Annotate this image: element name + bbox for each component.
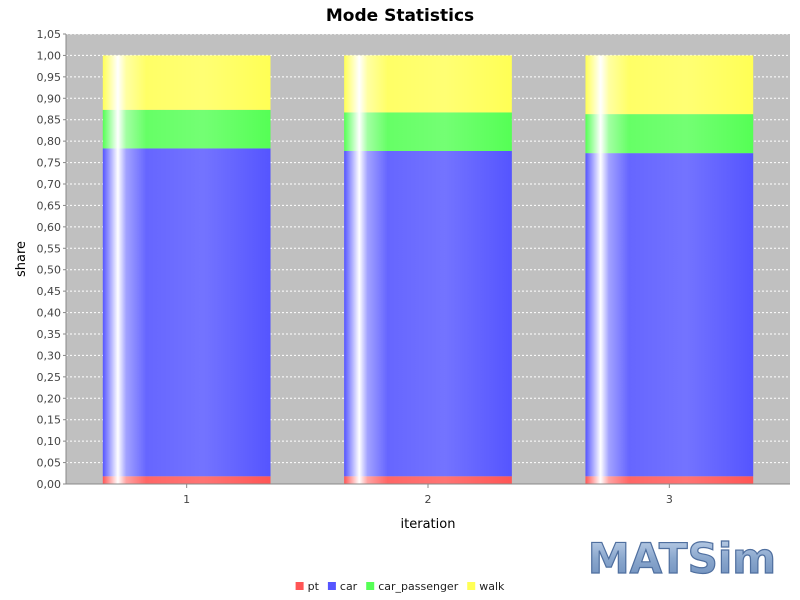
y-tick-label: 0,30	[37, 349, 62, 362]
y-tick-label: 0,10	[37, 435, 62, 448]
legend-label: car	[340, 580, 358, 593]
legend-swatch	[295, 582, 304, 590]
legend-swatch	[467, 582, 476, 590]
y-axis-label: share	[14, 241, 29, 277]
legend-swatch	[366, 582, 375, 590]
bar-highlights	[102, 55, 754, 485]
bar-highlight	[344, 55, 512, 485]
y-tick-label: 0,50	[37, 264, 62, 277]
y-tick-label: 0,95	[37, 71, 62, 84]
legend-label: pt	[308, 580, 320, 593]
legend-swatch	[327, 582, 336, 590]
x-ticks: 1 2 3	[183, 484, 673, 506]
y-tick-label: 0,05	[37, 457, 62, 470]
y-tick-label: 0,85	[37, 114, 62, 127]
bar-highlight	[585, 55, 754, 485]
legend-item-car: car	[327, 580, 358, 593]
y-tick-label: 0,25	[37, 371, 62, 384]
y-tick-label: 0,45	[37, 285, 62, 298]
y-tick-label: 0,55	[37, 242, 62, 255]
legend-item-walk: walk	[467, 580, 505, 593]
y-tick-label: 0,15	[37, 414, 62, 427]
y-tick-label: 0,90	[37, 92, 62, 105]
y-tick-label: 1,05	[37, 28, 62, 41]
x-tick-label: 2	[425, 493, 432, 506]
legend-label: walk	[479, 580, 505, 593]
y-tick-label: 0,60	[37, 221, 62, 234]
y-tick-label: 0,65	[37, 199, 62, 212]
legend-item-pt: pt	[295, 580, 320, 593]
x-axis-label: iteration	[401, 517, 456, 532]
y-ticks: 0,00 0,05 0,10 0,15 0,20 0,25 0,30 0,35 0,40 0,45…	[37, 28, 66, 491]
y-tick-label: 0,80	[37, 135, 62, 148]
x-tick-label: 3	[666, 493, 673, 506]
chart-title: Mode Statistics	[326, 6, 474, 26]
bar-highlight	[102, 55, 271, 485]
legend-label: car_passenger	[378, 580, 458, 593]
legend-item-car_passenger: car_passenger	[366, 580, 459, 593]
y-tick-label: 0,70	[37, 178, 62, 191]
y-tick-label: 0,40	[37, 307, 62, 320]
y-tick-label: 0,00	[37, 478, 62, 491]
y-tick-label: 0,35	[37, 328, 62, 341]
y-tick-label: 0,75	[37, 157, 62, 170]
x-tick-label: 1	[183, 493, 190, 506]
matsim-logo: MATSim	[588, 534, 776, 583]
y-tick-label: 0,20	[37, 392, 62, 405]
y-tick-label: 1,00	[37, 49, 62, 62]
legend: pt car car_passenger walk	[295, 580, 505, 593]
